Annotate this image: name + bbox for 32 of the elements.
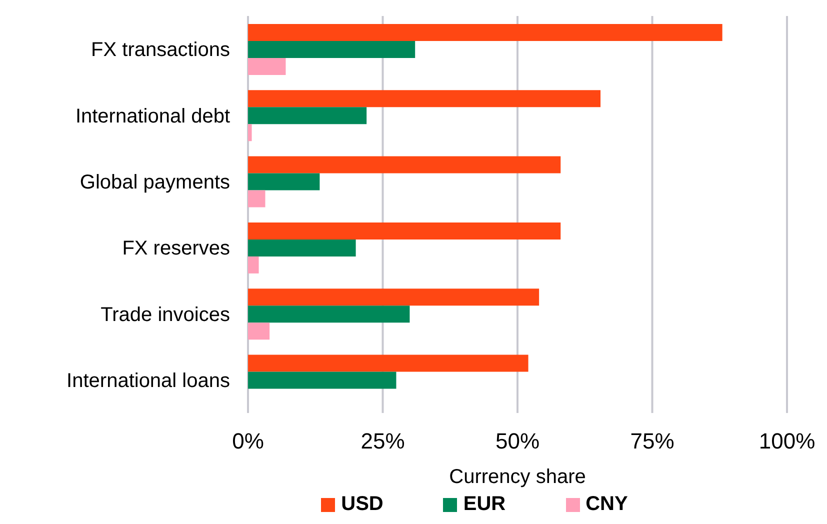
bar — [248, 58, 286, 75]
bar — [248, 256, 259, 274]
x-tick-label: 75% — [630, 428, 674, 454]
bar — [248, 107, 367, 124]
bar — [248, 354, 528, 372]
y-tick-label: International debt — [75, 105, 230, 128]
y-tick-label: International loans — [66, 370, 230, 392]
x-tick-label: 0% — [232, 428, 264, 454]
bar — [248, 322, 270, 340]
bar — [248, 372, 396, 389]
bar — [248, 190, 266, 208]
bar — [248, 173, 320, 190]
y-tick-label: FX reserves — [122, 238, 230, 260]
bar — [248, 156, 561, 174]
bar — [248, 222, 561, 240]
legend-label: EUR — [463, 493, 506, 516]
x-tick-label: 25% — [360, 428, 405, 454]
y-tick-label: FX transactions — [91, 39, 230, 62]
bar — [248, 288, 540, 306]
x-tick-label: 100% — [758, 428, 816, 454]
legend-label: CNY — [586, 493, 628, 516]
bar — [248, 24, 722, 41]
bar — [248, 40, 416, 58]
bar — [248, 239, 356, 256]
x-axis-title: Currency share — [449, 466, 586, 488]
y-tick-label: Global payments — [80, 172, 230, 194]
y-tick-label: Trade invoices — [100, 304, 230, 326]
legend-label: USD — [341, 493, 384, 516]
bar — [248, 124, 252, 142]
x-tick-label: 50% — [495, 428, 540, 454]
bar — [248, 306, 410, 323]
bar — [248, 90, 601, 108]
